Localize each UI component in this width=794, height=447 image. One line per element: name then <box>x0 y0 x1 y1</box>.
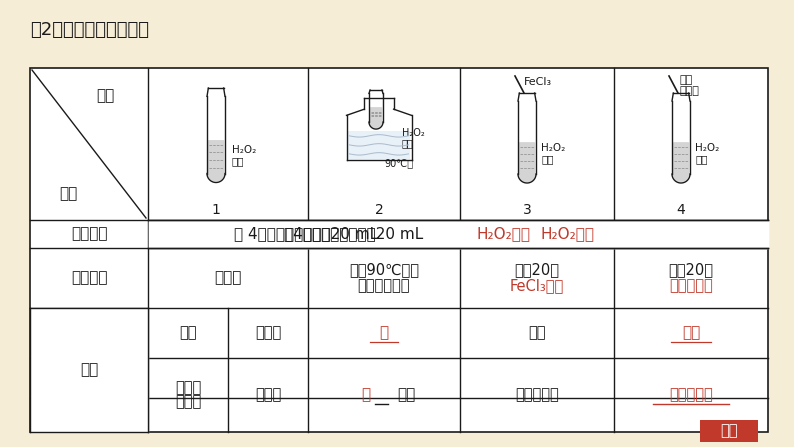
Text: 研磨液: 研磨液 <box>680 86 700 96</box>
Text: 90℃水: 90℃水 <box>384 158 413 168</box>
Text: 1: 1 <box>211 203 221 217</box>
Text: 溶液: 溶液 <box>232 156 245 166</box>
Text: H₂O₂: H₂O₂ <box>541 143 565 153</box>
Text: 相同处理: 相同处理 <box>71 227 107 241</box>
Text: 滴入20滴: 滴入20滴 <box>669 262 714 278</box>
Polygon shape <box>673 143 688 181</box>
Text: 基本无: 基本无 <box>255 325 281 341</box>
Text: 肝脏: 肝脏 <box>680 75 693 85</box>
Text: 无复燃: 无复燃 <box>255 388 281 402</box>
Text: 肝脏研磨液: 肝脏研磨液 <box>669 278 713 294</box>
Text: FeCl₃溶液: FeCl₃溶液 <box>510 278 564 294</box>
Text: 复燃: 复燃 <box>397 388 415 402</box>
Text: 较多: 较多 <box>528 325 545 341</box>
Text: H₂O₂: H₂O₂ <box>402 128 425 138</box>
Text: 的水浴中加热: 的水浴中加热 <box>358 278 410 294</box>
Text: H₂O₂: H₂O₂ <box>232 145 256 155</box>
Text: 向 4支试管中分别加入20 mL: 向 4支试管中分别加入20 mL <box>233 227 383 241</box>
Text: 复燃性较强: 复燃性较强 <box>515 388 559 402</box>
Text: 3: 3 <box>522 203 531 217</box>
Text: 向4支试管中分别加入20 mL: 向4支试管中分别加入20 mL <box>284 227 428 241</box>
Text: 溶液: 溶液 <box>541 154 553 164</box>
Bar <box>30 68 768 432</box>
Bar <box>348 131 410 159</box>
Text: 滴入20滴: 滴入20滴 <box>515 262 560 278</box>
Text: 放在90℃左右: 放在90℃左右 <box>349 262 419 278</box>
Text: H₂O₂溶液: H₂O₂溶液 <box>476 227 530 241</box>
Text: 答案: 答案 <box>720 423 738 439</box>
Text: （2）实验过程和现象：: （2）实验过程和现象： <box>30 21 149 39</box>
Text: 复燃性很强: 复燃性很强 <box>669 388 713 402</box>
Text: 试管: 试管 <box>96 89 114 104</box>
Text: 少: 少 <box>380 325 388 341</box>
Text: 步骤: 步骤 <box>59 186 77 202</box>
Text: 不处理: 不处理 <box>214 270 241 286</box>
Text: 不同处理: 不同处理 <box>71 270 107 286</box>
Text: H₂O₂: H₂O₂ <box>695 143 719 153</box>
Text: 2: 2 <box>375 203 384 217</box>
Bar <box>700 420 758 442</box>
Polygon shape <box>519 143 534 181</box>
Text: FeCl₃: FeCl₃ <box>524 77 552 87</box>
Text: 卫生香: 卫生香 <box>175 395 201 409</box>
Text: 现象: 现象 <box>80 363 98 378</box>
Text: 很多: 很多 <box>682 325 700 341</box>
Text: H₂O₂溶液: H₂O₂溶液 <box>541 227 595 241</box>
Text: 有: 有 <box>361 388 371 402</box>
Text: 溶液: 溶液 <box>695 154 707 164</box>
Text: 气泡: 气泡 <box>179 325 197 341</box>
Text: 溶液: 溶液 <box>402 138 414 148</box>
Text: 带火星: 带火星 <box>175 380 201 396</box>
Polygon shape <box>371 108 381 127</box>
Text: 4: 4 <box>676 203 685 217</box>
Polygon shape <box>209 141 223 181</box>
